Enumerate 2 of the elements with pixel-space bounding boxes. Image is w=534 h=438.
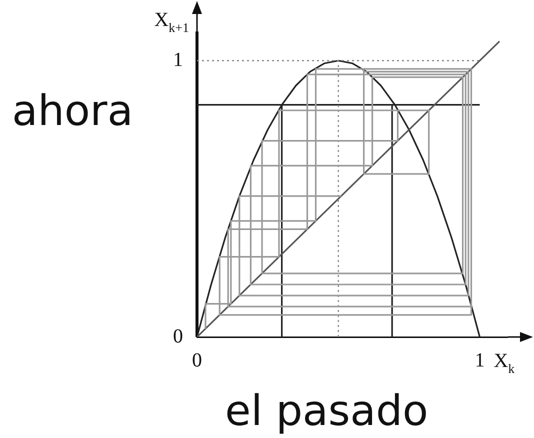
text: ahora — [12, 86, 134, 135]
text: el pasado — [225, 386, 428, 435]
